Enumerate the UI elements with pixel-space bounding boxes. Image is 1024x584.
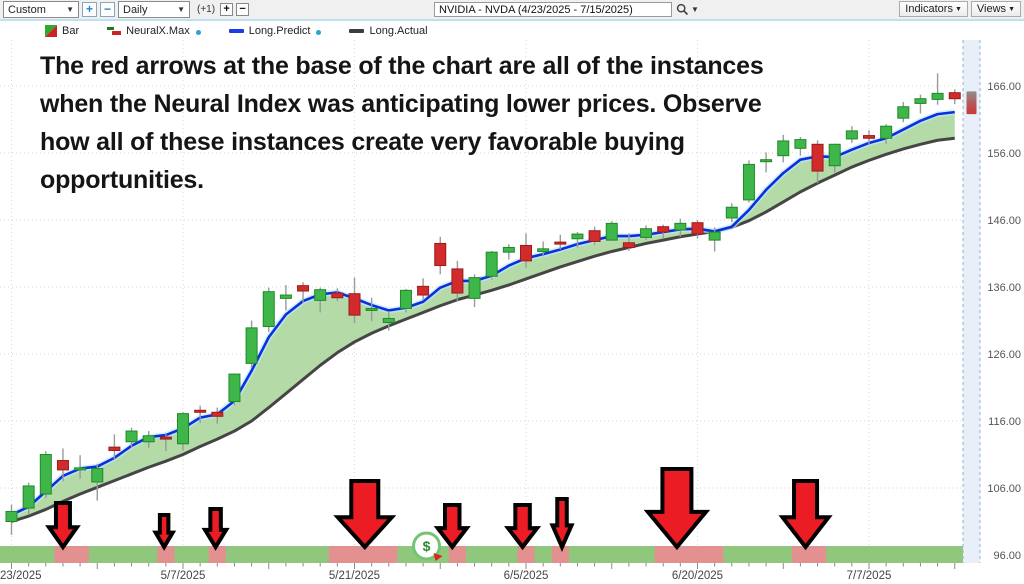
neuralx-icon <box>107 26 122 35</box>
svg-text:6/5/2025: 6/5/2025 <box>504 570 549 582</box>
caret-down-icon <box>955 6 962 13</box>
svg-text:116.00: 116.00 <box>988 416 1021 428</box>
bars-count-label: (+1) <box>197 4 216 15</box>
svg-text:146.00: 146.00 <box>987 215 1021 227</box>
annotation-text: The red arrows at the base of the chart … <box>40 52 764 194</box>
legend-item-long-predict[interactable]: Long.Predict <box>228 25 322 37</box>
down-arrow-icon <box>152 513 177 551</box>
down-arrow-icon <box>333 479 397 550</box>
zoom-in-button[interactable]: + <box>82 2 97 17</box>
legend-item-long-actual[interactable]: Long.Actual <box>349 25 428 37</box>
long-predict-line <box>10 109 956 518</box>
search-caret-icon[interactable] <box>691 5 699 14</box>
down-arrow-icon <box>504 503 542 551</box>
svg-text:23/2025: 23/2025 <box>0 570 42 582</box>
svg-text:7/7/2025: 7/7/2025 <box>847 570 892 582</box>
toolbar: Custom + − Daily (+1) + − Indicators Vie… <box>0 0 1024 19</box>
svg-text:156.00: 156.00 <box>987 148 1021 160</box>
interval-select-value: Daily <box>123 3 148 16</box>
x-axis: 23/2025 5/7/2025 5/21/2025 6/5/2025 6/20/202… <box>0 563 956 582</box>
phantom-bar <box>966 91 977 115</box>
toolbar-divider <box>0 19 1024 21</box>
info-dot-icon[interactable] <box>316 29 322 35</box>
caret-down-icon <box>66 5 74 14</box>
svg-text:106.00: 106.00 <box>987 483 1021 495</box>
predict-line-icon <box>228 28 244 33</box>
legend-item-bar[interactable]: Bar <box>45 24 79 37</box>
interval-select[interactable]: Daily <box>118 1 190 18</box>
caret-down-icon <box>1008 6 1015 13</box>
y-axis: 96.00 106.00 116.00 126.00 136.00 146.00 156.0… <box>987 81 1021 562</box>
down-arrow-icon <box>433 503 471 551</box>
down-arrow-icon <box>201 507 230 551</box>
add-bar-button[interactable]: + <box>220 3 234 16</box>
chart-legend: Bar NeuralX.Max Long.Predict Long.Actual <box>0 21 1024 40</box>
down-arrow-icon <box>778 479 833 551</box>
down-arrow-icon <box>45 501 81 551</box>
price-chart[interactable]: $23/2025 5/7/2025 5/21/2025 6/5/2025 6/20/20… <box>0 40 1024 584</box>
neural-index-strip <box>0 546 963 563</box>
svg-text:96.00: 96.00 <box>993 550 1021 562</box>
dollar-badge-icon: $ <box>412 531 443 561</box>
chart-area: $23/2025 5/7/2025 5/21/2025 6/5/2025 6/20/20… <box>0 40 1024 584</box>
down-arrow-icon <box>643 467 711 551</box>
search-icon[interactable] <box>676 3 689 16</box>
remove-bar-button[interactable]: − <box>236 3 250 16</box>
candles <box>5 73 961 535</box>
views-button[interactable]: Views <box>970 1 1021 17</box>
svg-text:5/21/2025: 5/21/2025 <box>329 570 380 582</box>
neural-down-arrows <box>45 467 833 552</box>
svg-text:$: $ <box>423 538 431 554</box>
future-strip <box>962 40 981 563</box>
indicators-button[interactable]: Indicators <box>899 1 968 17</box>
zoom-out-button[interactable]: − <box>100 2 115 17</box>
svg-text:126.00: 126.00 <box>987 349 1021 361</box>
actual-line-icon <box>349 28 365 33</box>
svg-text:5/7/2025: 5/7/2025 <box>161 570 206 582</box>
long-actual-line <box>11 136 955 523</box>
symbol-input[interactable] <box>434 2 672 17</box>
bar-candle-icon <box>45 24 57 37</box>
info-dot-icon[interactable] <box>195 29 201 35</box>
svg-text:166.00: 166.00 <box>987 81 1021 93</box>
svg-text:6/20/2025: 6/20/2025 <box>672 570 723 582</box>
down-arrow-icon <box>549 497 575 552</box>
caret-down-icon <box>177 5 185 14</box>
prediction-band <box>11 112 955 522</box>
range-select[interactable]: Custom <box>3 1 79 18</box>
svg-text:136.00: 136.00 <box>987 282 1021 294</box>
legend-item-neuralx-max[interactable]: NeuralX.Max <box>107 25 201 37</box>
range-select-value: Custom <box>8 3 46 16</box>
